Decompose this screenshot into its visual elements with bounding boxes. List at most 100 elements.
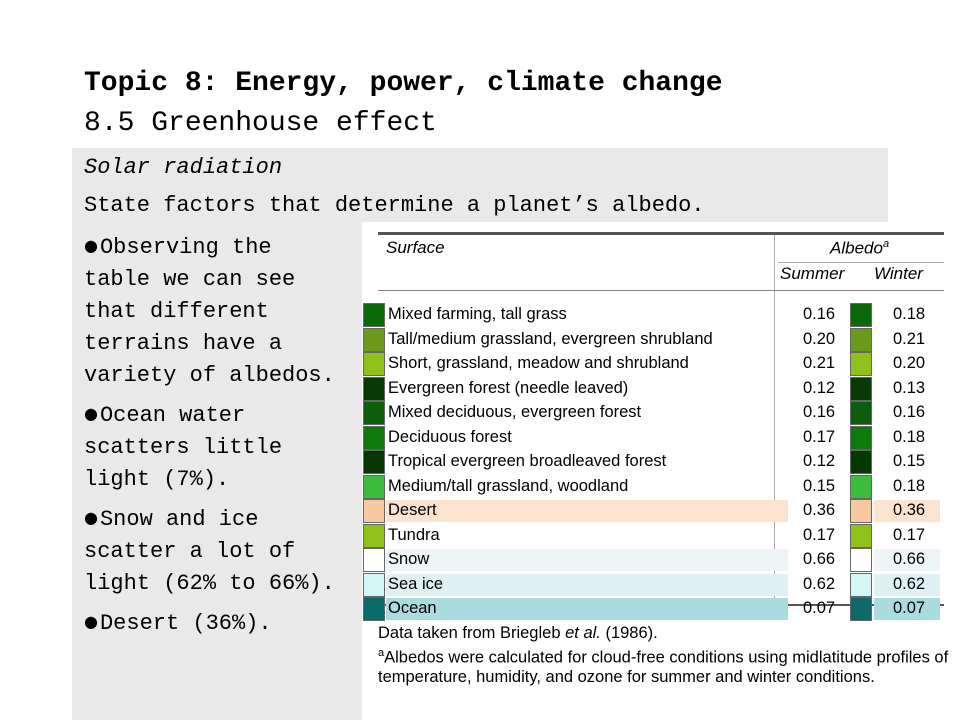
summer-value: 0.16: [802, 403, 836, 421]
color-swatch: [363, 499, 385, 523]
albedo-header-rule: [778, 262, 944, 263]
summer-value: 0.20: [802, 329, 836, 348]
color-swatch: [363, 352, 385, 376]
bullet-item: ●Snow and ice scatter a lot of light (62…: [84, 502, 346, 600]
color-swatch: [850, 303, 872, 327]
bullet-text: Desert (36%).: [99, 611, 272, 636]
summer-value: 0.12: [802, 452, 836, 470]
row-highlight: [874, 500, 940, 522]
winter-value: 0.62: [892, 574, 926, 593]
winter-value: 0.18: [892, 305, 926, 323]
summer-value: 0.66: [802, 550, 836, 568]
winter-value: 0.36: [892, 501, 926, 519]
table-row: Short, grassland, meadow and shrubland 0.…: [363, 352, 944, 377]
table-body: Mixed farming, tall grass 0.16 0.18 Tall/me…: [363, 303, 944, 622]
source-note: Data taken from Briegleb et al. (1986).: [378, 624, 658, 642]
table-row: Mixed deciduous, evergreen forest 0.16 0.1…: [363, 401, 944, 426]
color-swatch: [363, 572, 385, 597]
color-swatch: [363, 401, 385, 425]
table-row: Tall/medium grassland, evergreen shrubla…: [363, 327, 944, 353]
color-swatch: [850, 597, 872, 621]
row-highlight: [386, 598, 788, 620]
row-highlight: [874, 598, 940, 620]
surface-name: Tall/medium grassland, evergreen shrubla…: [388, 329, 713, 348]
color-swatch: [850, 401, 872, 425]
winter-value: 0.15: [892, 452, 926, 470]
surface-name: Snow: [388, 550, 430, 568]
row-highlight: [386, 573, 788, 596]
summer-value: 0.17: [802, 525, 836, 544]
color-swatch: [850, 548, 872, 572]
color-swatch: [850, 450, 872, 474]
color-swatch: [363, 597, 385, 621]
table-row: Tropical evergreen broadleaved forest 0.1…: [363, 450, 944, 475]
header-summer: Summer: [780, 264, 845, 283]
slide-title: Topic 8: Energy, power, climate change 8…: [84, 64, 723, 144]
row-highlight: [386, 500, 788, 522]
summer-value: 0.12: [802, 378, 836, 397]
color-swatch: [363, 523, 385, 548]
subtitle: Solar radiation: [84, 155, 283, 180]
surface-name: Mixed deciduous, evergreen forest: [388, 403, 642, 421]
header-surface: Surface: [386, 238, 445, 257]
summer-value: 0.07: [802, 599, 836, 617]
bullet-text: Observing the table we can see that diff…: [84, 235, 335, 388]
winter-value: 0.16: [892, 403, 926, 421]
color-swatch: [363, 425, 385, 450]
winter-value: 0.13: [892, 378, 926, 397]
surface-name: Ocean: [388, 599, 437, 617]
table-row: Tundra 0.17 0.17: [363, 523, 944, 549]
row-highlight: [874, 549, 940, 571]
color-swatch: [363, 376, 385, 401]
table-row: Ocean 0.07 0.07: [363, 597, 944, 622]
table-row: Medium/tall grassland, woodland 0.15 0.18: [363, 474, 944, 500]
color-swatch: [850, 425, 872, 450]
color-swatch: [850, 523, 872, 548]
color-swatch: [363, 474, 385, 499]
albedo-figure: Surface Albedoa Summer Winter Mixed farm…: [362, 222, 960, 720]
surface-name: Sea ice: [388, 574, 444, 593]
winter-value: 0.07: [892, 599, 926, 617]
surface-name: Mixed farming, tall grass: [388, 305, 567, 323]
surface-name: Tundra: [388, 525, 440, 544]
bullet-item: ●Desert (36%).: [84, 606, 346, 640]
color-swatch: [363, 450, 385, 474]
table-row: Snow 0.66 0.66: [363, 548, 944, 573]
bullet-icon: ●: [84, 236, 98, 255]
color-swatch: [850, 327, 872, 352]
column-divider: [774, 235, 775, 604]
winter-value: 0.20: [892, 354, 926, 372]
topic-heading: Topic 8: Energy, power, climate change: [84, 68, 723, 99]
table-row: Evergreen forest (needle leaved) 0.12 0.13: [363, 376, 944, 402]
surface-name: Tropical evergreen broadleaved forest: [388, 452, 667, 470]
color-swatch: [363, 303, 385, 327]
bullet-text: Snow and ice scatter a lot of light (62%…: [84, 507, 335, 596]
bullet-item: ●Observing the table we can see that dif…: [84, 230, 346, 392]
bullet-item: ●Ocean water scatters little light (7%).: [84, 398, 346, 496]
section-heading: 8.5 Greenhouse effect: [84, 108, 437, 139]
summer-value: 0.62: [802, 574, 836, 593]
color-swatch: [850, 499, 872, 523]
color-swatch: [850, 376, 872, 401]
summer-value: 0.15: [802, 476, 836, 495]
winter-value: 0.21: [892, 329, 926, 348]
surface-name: Deciduous forest: [388, 427, 512, 446]
header-winter: Winter: [874, 264, 923, 283]
surface-name: Short, grassland, meadow and shrubland: [388, 354, 689, 372]
bullet-icon: ●: [84, 508, 98, 527]
color-swatch: [850, 572, 872, 597]
footnote: aAlbedos were calculated for cloud-free …: [378, 646, 949, 686]
row-highlight: [874, 573, 940, 596]
table-row: Desert 0.36 0.36: [363, 499, 944, 524]
bullet-icon: ●: [84, 612, 98, 631]
color-swatch: [850, 474, 872, 499]
summer-value: 0.17: [802, 427, 836, 446]
winter-value: 0.18: [892, 476, 926, 495]
header-albedo: Albedoa: [830, 238, 890, 258]
albedo-table: Surface Albedoa Summer Winter Mixed farm…: [363, 232, 944, 621]
winter-value: 0.18: [892, 427, 926, 446]
table-row: Sea ice 0.62 0.62: [363, 572, 944, 598]
table-row: Deciduous forest 0.17 0.18: [363, 425, 944, 451]
bullet-text: Ocean water scatters little light (7%).: [84, 403, 283, 492]
summer-value: 0.16: [802, 305, 836, 323]
